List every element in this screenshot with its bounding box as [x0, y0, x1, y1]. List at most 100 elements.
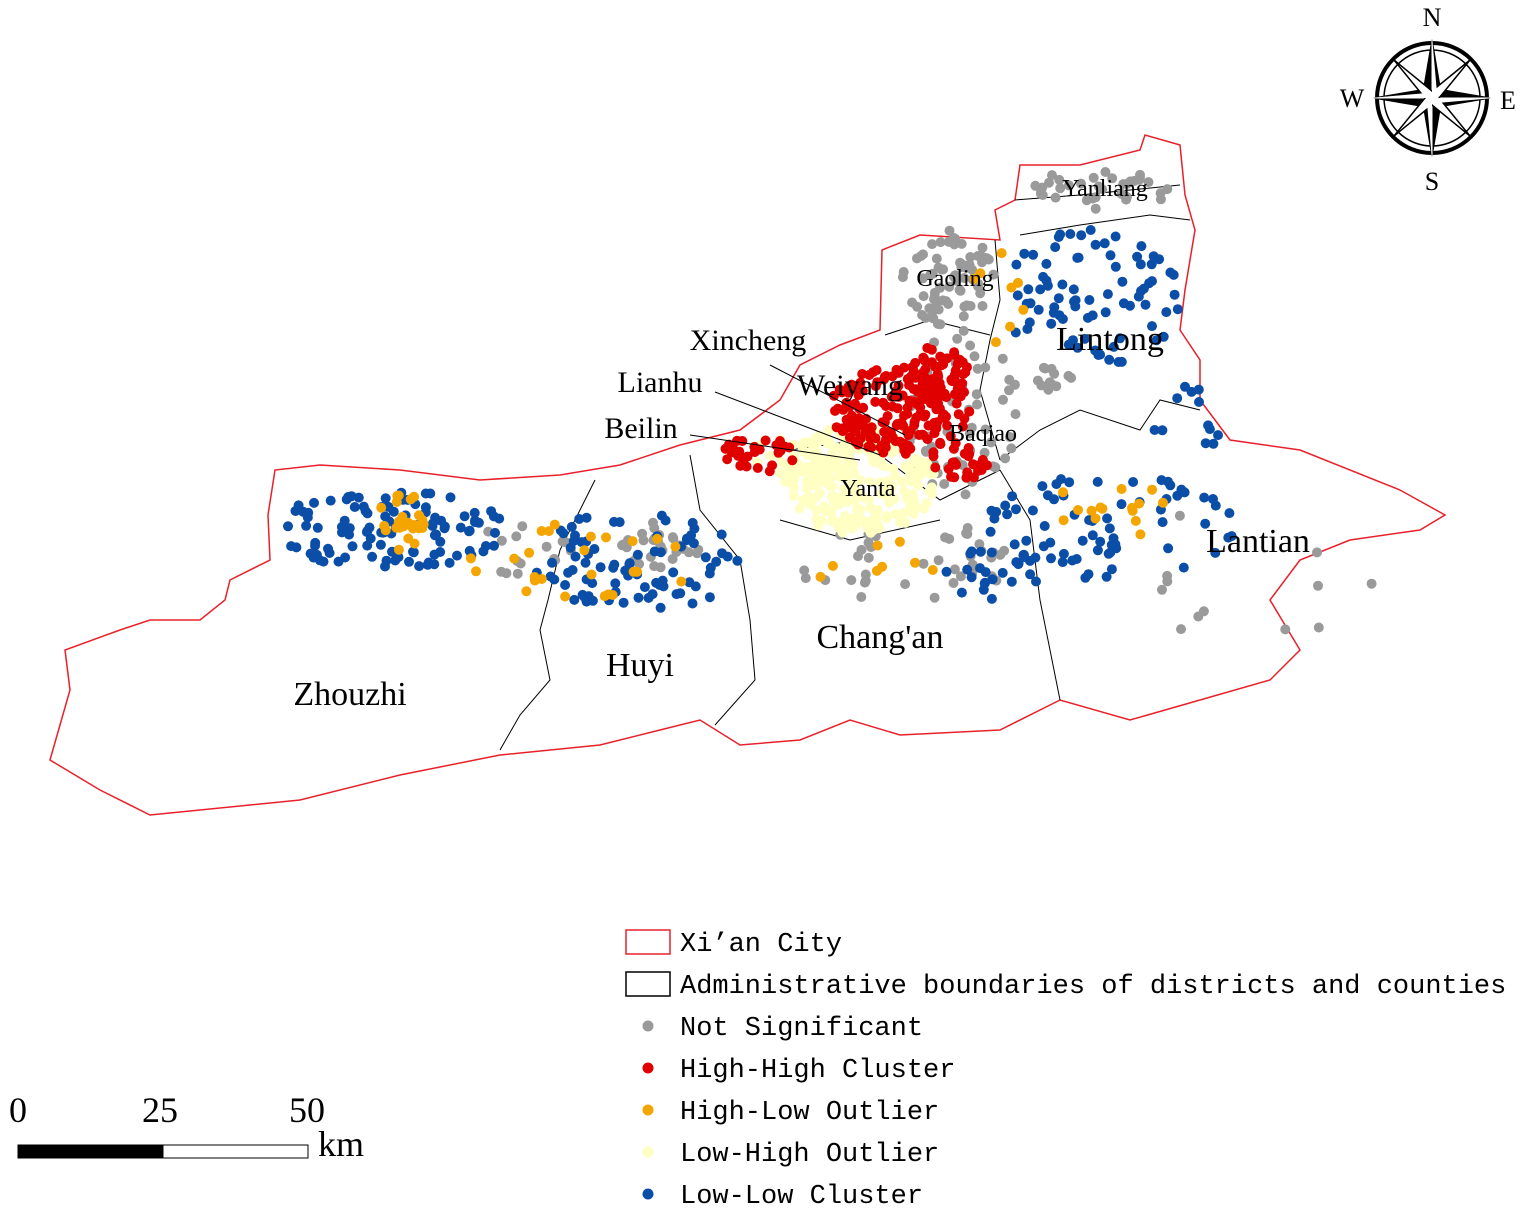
- point: [655, 562, 666, 573]
- point: [1161, 307, 1172, 318]
- point: [1102, 289, 1113, 300]
- point: [1068, 335, 1078, 346]
- point: [716, 529, 727, 540]
- point: [637, 528, 648, 539]
- point: [963, 443, 974, 453]
- point: [962, 467, 973, 478]
- point: [633, 592, 644, 603]
- point: [899, 362, 910, 373]
- scale-bar: 0 25 50 km: [9, 1090, 364, 1164]
- point: [975, 546, 986, 557]
- point: [1147, 484, 1158, 495]
- point: [850, 421, 861, 432]
- point: [1104, 523, 1115, 534]
- point: [1135, 259, 1146, 270]
- point: [509, 553, 520, 564]
- point: [675, 588, 686, 599]
- point: [627, 536, 638, 547]
- point: [1004, 385, 1014, 396]
- point: [1200, 518, 1211, 529]
- point: [1116, 484, 1127, 494]
- point: [918, 558, 929, 569]
- point: [1132, 251, 1143, 262]
- point: [957, 259, 968, 270]
- point: [624, 559, 635, 570]
- point: [1193, 384, 1204, 395]
- point: [1057, 557, 1068, 568]
- point: [639, 582, 650, 593]
- point: [302, 512, 313, 523]
- point: [965, 548, 976, 559]
- point: [1156, 475, 1167, 486]
- point: [788, 491, 799, 501]
- point: [1198, 606, 1209, 617]
- point: [1007, 491, 1018, 502]
- point: [1046, 553, 1056, 564]
- point: [595, 562, 606, 573]
- point: [429, 549, 440, 560]
- district-label: Lintong: [1056, 321, 1164, 358]
- point: [964, 406, 975, 417]
- point: [1129, 175, 1140, 186]
- point: [998, 394, 1008, 405]
- point: [856, 592, 867, 602]
- point: [1100, 307, 1111, 318]
- point: [309, 497, 319, 508]
- point: [929, 592, 940, 603]
- point: [900, 579, 911, 590]
- point: [1204, 424, 1215, 435]
- point: [1011, 259, 1022, 270]
- point: [1092, 545, 1103, 556]
- point: [891, 420, 902, 431]
- point: [1157, 584, 1167, 595]
- point: [870, 396, 881, 407]
- legend-label: Not Significant: [680, 1014, 923, 1044]
- legend-swatch: [642, 1062, 654, 1074]
- point: [1154, 254, 1165, 265]
- point: [722, 551, 733, 562]
- point: [1046, 318, 1057, 329]
- point: [1144, 278, 1155, 289]
- point: [1021, 535, 1032, 546]
- point: [541, 541, 552, 552]
- point: [1006, 576, 1017, 587]
- point: [832, 403, 843, 414]
- point: [1118, 298, 1129, 309]
- point: [918, 503, 929, 514]
- point: [957, 421, 968, 432]
- point: [1163, 543, 1174, 554]
- point: [810, 492, 821, 503]
- compass-star: [1427, 98, 1432, 160]
- point: [379, 520, 390, 531]
- district-boundary: [999, 469, 1061, 701]
- point: [425, 488, 436, 499]
- point: [1053, 293, 1064, 304]
- point: [800, 573, 811, 584]
- point: [581, 512, 592, 523]
- legend-label: High-Low Outlier: [680, 1098, 939, 1128]
- point: [488, 511, 499, 522]
- point: [871, 514, 882, 525]
- point: [1093, 350, 1104, 360]
- point: [887, 480, 897, 491]
- point: [290, 506, 301, 516]
- point: [894, 536, 905, 547]
- point: [1037, 182, 1048, 193]
- compass-label: W: [1340, 84, 1365, 113]
- point: [966, 572, 977, 583]
- point: [827, 514, 838, 524]
- point: [865, 477, 876, 487]
- point: [824, 436, 835, 447]
- point: [1102, 513, 1113, 524]
- point: [545, 571, 556, 582]
- point: [872, 540, 883, 551]
- point: [846, 379, 857, 390]
- boundaries: [49, 134, 1447, 816]
- point: [1044, 377, 1055, 388]
- legend-label: Low-Low Cluster: [680, 1182, 923, 1210]
- point: [618, 597, 629, 608]
- point: [854, 380, 865, 391]
- leader-line: [689, 434, 861, 461]
- point: [760, 435, 771, 446]
- district-label: Chang'an: [817, 619, 944, 656]
